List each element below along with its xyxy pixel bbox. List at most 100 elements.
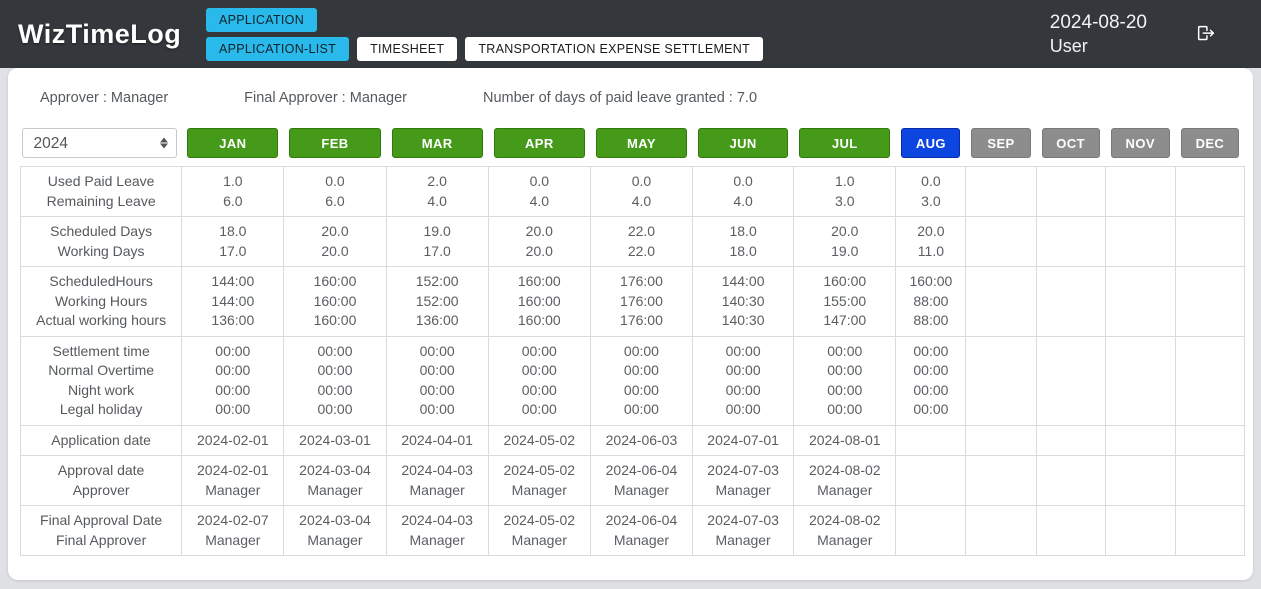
table-row: Used Paid Leave Remaining Leave 1.0 6.0 0.0 6… [19,166,1246,217]
table-cell-jul: 20.0 19.0 [793,216,897,267]
current-date: 2024-08-20 [1049,11,1147,33]
table-cell-jul: 1.0 3.0 [793,166,897,217]
table-cell-mar: 00:00 00:00 00:00 00:00 [385,335,489,426]
table-cell-oct [1035,424,1106,456]
table-cell-jul: 2024-08-02 Manager [793,455,897,506]
table-cell-dec [1174,266,1246,337]
logout-icon[interactable] [1195,23,1217,45]
row-label-cell: Final Approval Date Final Approver [19,505,183,556]
table-cell-jun: 18.0 18.0 [692,216,795,267]
table-cell-jan: 00:00 00:00 00:00 00:00 [181,335,285,426]
year-select[interactable]: 2024 [21,128,177,158]
month-button-jan[interactable]: JAN [187,128,279,158]
table-cell-dec [1174,455,1246,506]
row-label-cell: Settlement time Normal Overtime Night work… [19,335,183,426]
table-cell-oct [1035,505,1106,556]
table-cell-may: 2024-06-04 Manager [589,455,694,506]
month-button-aug[interactable]: AUG [901,128,961,158]
table-cell-sep [965,505,1037,556]
table-cell-jun: 00:00 00:00 00:00 00:00 [692,335,795,426]
table-cell-jan: 1.0 6.0 [181,166,285,217]
table-cell-nov [1104,455,1176,506]
table-cell-jun: 2024-07-03 Manager [692,505,795,556]
table-cell-jun: 144:00 140:30 140:30 [692,266,795,337]
table-cell-jul: 00:00 00:00 00:00 00:00 [793,335,897,426]
table-cell-apr: 00:00 00:00 00:00 00:00 [487,335,591,426]
month-button-apr[interactable]: APR [493,128,585,158]
table-cell-mar: 2.0 4.0 [385,166,489,217]
row-label-cell: ScheduledHours Working Hours Actual workin… [19,266,183,337]
month-button-jun[interactable]: JUN [698,128,789,158]
table-cell-sep [965,424,1037,456]
top-bar: WizTimeLog APPLICATION APPLICATION-LIST … [0,0,1261,68]
month-header-row: 2024 JAN FEB MAR APR MAY JUN JUL AUG SEP OCT NOV DE… [21,128,1245,167]
table-cell-mar: 2024-04-03 Manager [385,505,489,556]
table-cell-may: 00:00 00:00 00:00 00:00 [589,335,694,426]
table-cell-jun: 2024-07-03 Manager [692,455,795,506]
table-cell-apr: 160:00 160:00 160:00 [487,266,591,337]
table-cell-aug: 20.0 11.0 [895,216,967,267]
table-row: Scheduled Days Working Days 18.0 17.0 20.0 20… [19,216,1246,267]
table-row: Application date 2024-02-01 2024-03-01 2024… [19,424,1246,456]
table-cell-apr: 2024-05-02 Manager [487,455,591,506]
month-button-dec[interactable]: DEC [1180,128,1239,158]
transportation-expense-settlement-button[interactable]: TRANSPORTATION EXPENSE SETTLEMENT [465,36,764,61]
table-cell-dec [1174,216,1246,267]
month-button-jul[interactable]: JUL [799,128,891,158]
month-button-mar[interactable]: MAR [391,128,483,158]
table-cell-nov [1104,216,1176,267]
month-button-oct[interactable]: OCT [1041,128,1100,158]
month-button-sep[interactable]: SEP [971,128,1031,158]
table-cell-mar: 19.0 17.0 [385,216,489,267]
table-cell-feb: 00:00 00:00 00:00 00:00 [283,335,387,426]
table-cell-may: 22.0 22.0 [589,216,694,267]
table-cell-mar: 2024-04-01 [385,424,489,456]
table-cell-aug: 00:00 00:00 00:00 00:00 [895,335,967,426]
table-cell-nov [1104,166,1176,217]
table-cell-nov [1104,266,1176,337]
table-cell-jul: 2024-08-01 [793,424,897,456]
summary-row: Approver : Manager Final Approver : Mana… [8,90,1253,106]
month-button-may[interactable]: MAY [595,128,688,158]
table-cell-apr: 2024-05-02 Manager [487,505,591,556]
main-nav: APPLICATION APPLICATION-LIST TIMESHEET T… [206,7,764,61]
table-cell-feb: 2024-03-04 Manager [283,455,387,506]
table-cell-dec [1174,335,1246,426]
table-cell-nov [1104,335,1176,426]
month-button-nov[interactable]: NOV [1110,128,1170,158]
month-button-feb[interactable]: FEB [289,128,381,158]
table-row: ScheduledHours Working Hours Actual workin… [19,266,1246,337]
table-cell-jun: 0.0 4.0 [692,166,795,217]
year-select-wrap: 2024 [21,128,177,158]
table-cell-oct [1035,216,1106,267]
table-cell-sep [965,266,1037,337]
table-cell-dec [1174,166,1246,217]
application-list-button[interactable]: APPLICATION-LIST [206,36,350,61]
timesheet-button[interactable]: TIMESHEET [357,36,458,61]
table-cell-may: 176:00 176:00 176:00 [589,266,694,337]
table-cell-jan: 2024-02-01 [181,424,285,456]
content-card: Approver : Manager Final Approver : Mana… [8,68,1253,580]
table-cell-jan: 144:00 144:00 136:00 [181,266,285,337]
table-cell-sep [965,166,1037,217]
table-cell-mar: 152:00 152:00 136:00 [385,266,489,337]
application-button[interactable]: APPLICATION [206,7,318,32]
table-cell-feb: 2024-03-01 [283,424,387,456]
table-cell-aug [895,455,967,506]
table-cell-apr: 20.0 20.0 [487,216,591,267]
table-cell-oct [1035,335,1106,426]
final-approver-label: Final Approver : Manager [244,90,407,106]
table-cell-aug: 160:00 88:00 88:00 [895,266,967,337]
table-cell-apr: 0.0 4.0 [487,166,591,217]
table-cell-sep [965,335,1037,426]
table-cell-oct [1035,266,1106,337]
table-cell-oct [1035,166,1106,217]
app-logo: WizTimeLog [18,18,182,49]
row-label-cell: Approval date Approver [19,455,183,506]
current-user: User [1049,35,1088,56]
row-label-cell: Scheduled Days Working Days [19,216,183,267]
table-row: Approval date Approver 2024-02-01 Manager 20… [19,455,1246,506]
table-cell-may: 0.0 4.0 [589,166,694,217]
table-cell-may: 2024-06-03 [589,424,694,456]
approver-label: Approver : Manager [40,90,169,106]
